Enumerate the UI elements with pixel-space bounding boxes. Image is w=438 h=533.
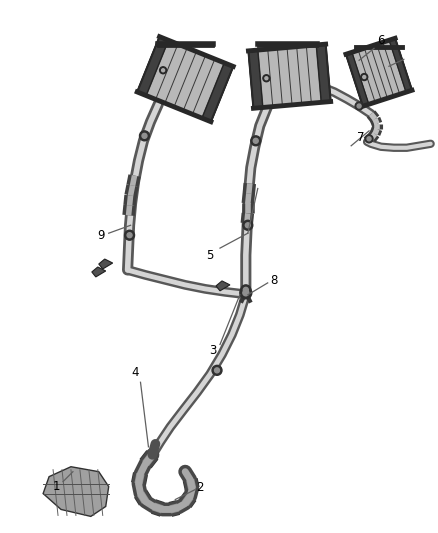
Circle shape	[140, 131, 149, 141]
Circle shape	[127, 233, 132, 238]
Circle shape	[365, 135, 373, 143]
Circle shape	[159, 67, 166, 74]
Polygon shape	[346, 52, 369, 106]
Polygon shape	[92, 267, 106, 277]
Circle shape	[363, 76, 366, 78]
Circle shape	[243, 220, 253, 230]
Circle shape	[245, 223, 250, 228]
Text: 7: 7	[357, 131, 365, 144]
Text: 8: 8	[270, 274, 277, 287]
Circle shape	[212, 365, 222, 375]
Polygon shape	[99, 259, 113, 269]
Circle shape	[357, 104, 361, 108]
Circle shape	[251, 136, 261, 146]
Circle shape	[241, 285, 251, 295]
Polygon shape	[43, 467, 109, 516]
Circle shape	[253, 139, 258, 143]
Polygon shape	[137, 37, 168, 95]
Polygon shape	[248, 44, 331, 108]
Circle shape	[355, 102, 363, 110]
Text: 5: 5	[206, 248, 214, 262]
Text: 1: 1	[52, 480, 60, 493]
Polygon shape	[316, 44, 331, 102]
Polygon shape	[248, 50, 263, 108]
Circle shape	[263, 75, 270, 82]
Circle shape	[361, 74, 368, 80]
Circle shape	[265, 77, 268, 80]
Circle shape	[243, 290, 249, 296]
Polygon shape	[216, 281, 230, 291]
Circle shape	[367, 137, 371, 141]
Circle shape	[162, 69, 165, 72]
Circle shape	[244, 287, 248, 292]
Circle shape	[240, 287, 252, 299]
Text: 3: 3	[209, 344, 217, 357]
Circle shape	[142, 133, 147, 139]
Text: 9: 9	[97, 229, 105, 241]
Polygon shape	[202, 63, 233, 122]
Text: 4: 4	[132, 366, 139, 379]
Polygon shape	[389, 38, 412, 92]
Polygon shape	[137, 37, 233, 122]
Text: 2: 2	[196, 481, 204, 494]
Polygon shape	[346, 38, 412, 106]
Circle shape	[124, 230, 134, 240]
Text: 6: 6	[377, 34, 385, 47]
Circle shape	[215, 368, 219, 373]
